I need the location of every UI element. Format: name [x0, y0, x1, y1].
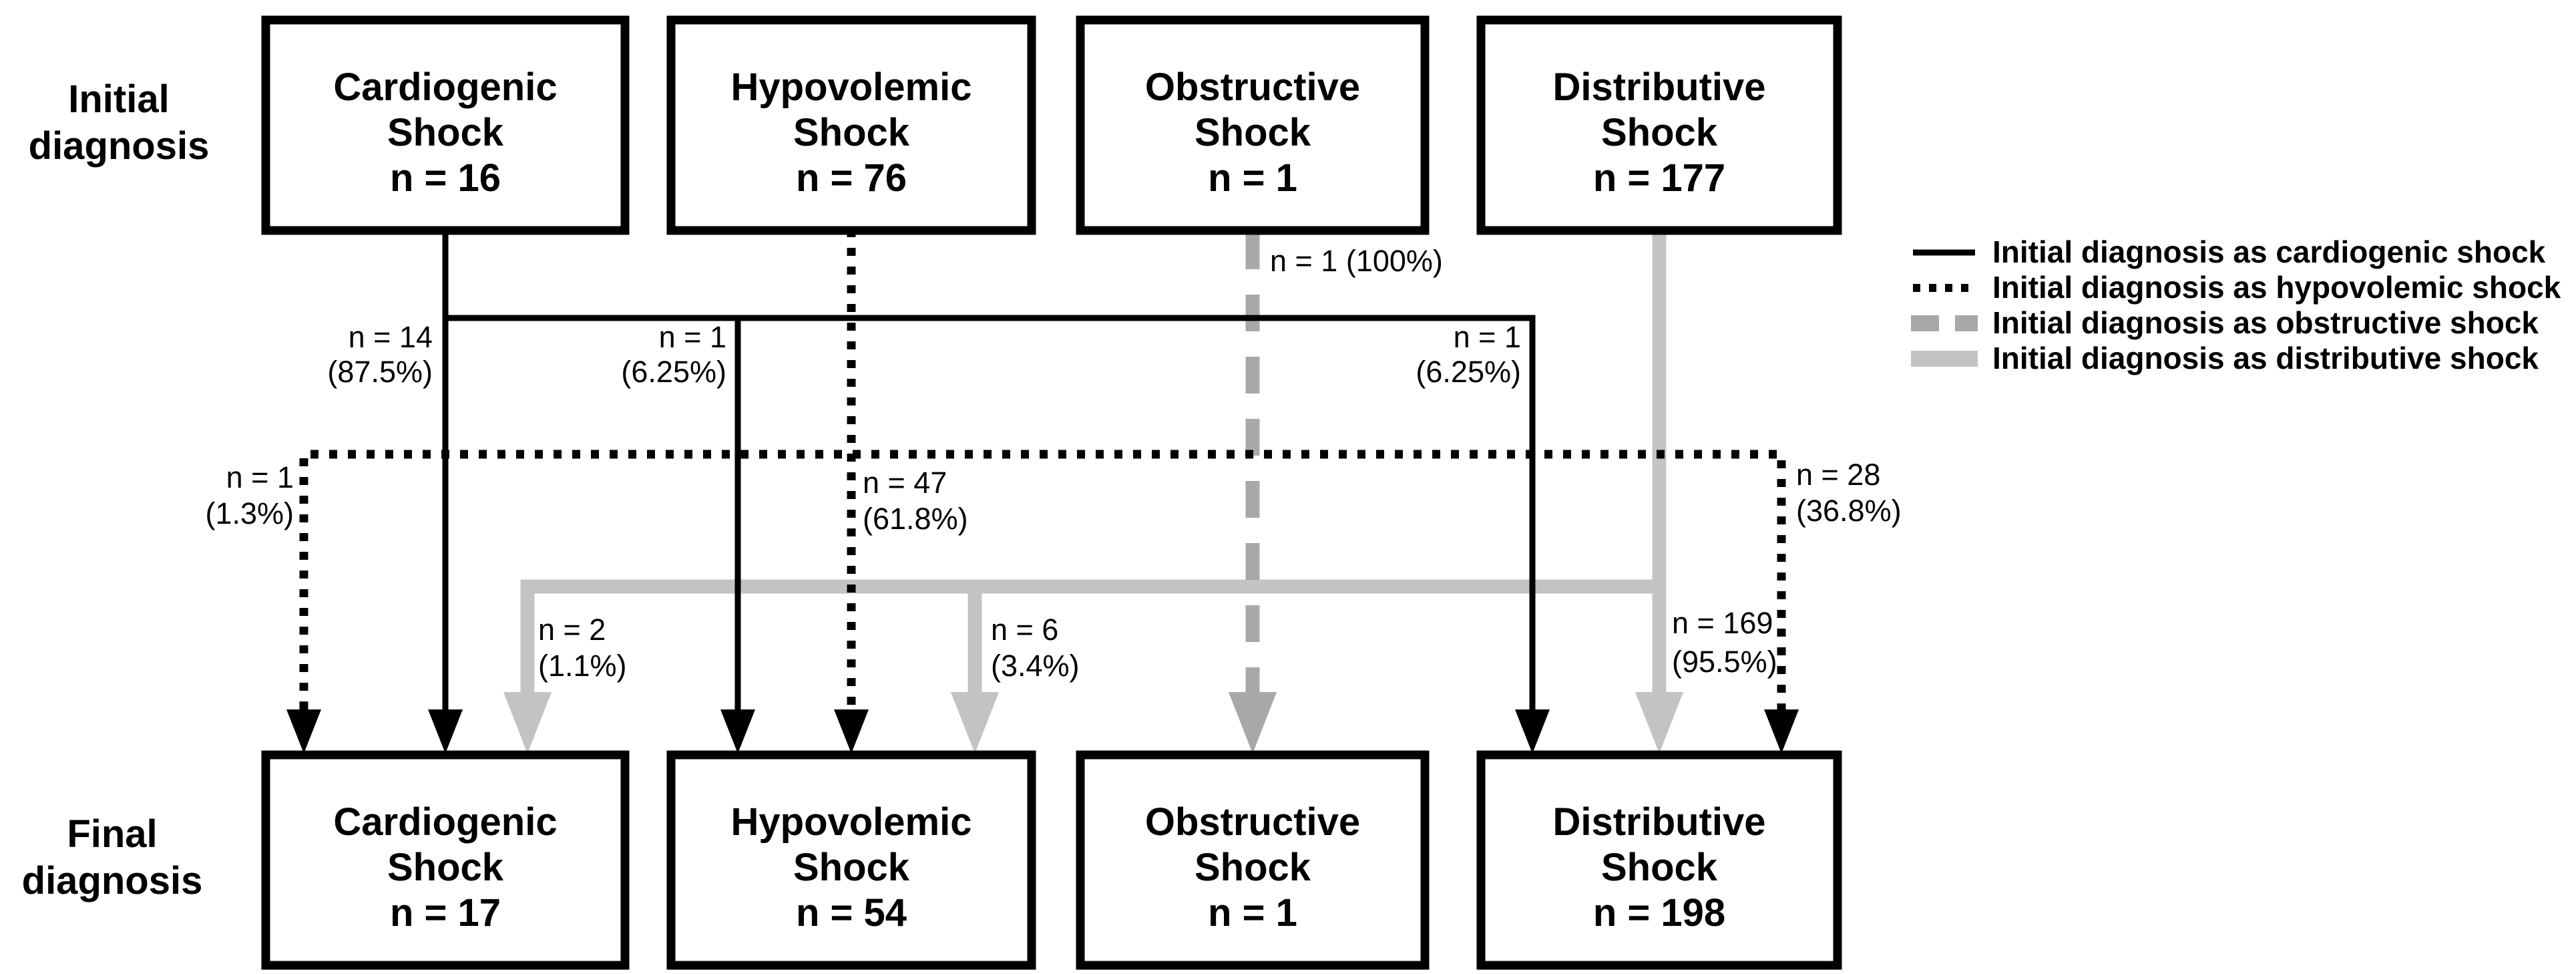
final-box-hypovolemic-count: n = 54 [796, 891, 907, 935]
initial-box-cardiogenic-count: n = 16 [390, 156, 501, 200]
initial-box-distributive [1476, 15, 1842, 235]
initial-box-distributive-name-line2: Shock [1601, 111, 1718, 154]
flow-label-hypovolemic-to-hypovolemic-n: n = 47 [863, 466, 947, 500]
flow-line-distributive-to-cardiogenic [520, 579, 1659, 695]
initial-box-hypovolemic [666, 15, 1036, 235]
initial-box-obstructive-name-line2: Shock [1195, 111, 1311, 154]
flow-label-hypovolemic-to-cardiogenic-n: n = 1 [226, 460, 294, 494]
final-box-cardiogenic-count: n = 17 [390, 891, 501, 935]
initial-box-cardiogenic [261, 15, 630, 235]
final-box-distributive [1476, 750, 1842, 970]
flow-label-distributive-to-distributive-pct: (95.5%) [1672, 645, 1777, 679]
initial-diagnosis-label-line2: diagnosis [29, 124, 210, 168]
arrowhead-cardiogenic-to-cardiogenic [428, 709, 463, 754]
final-box-hypovolemic [666, 750, 1036, 970]
flow-label-cardiogenic-to-cardiogenic-n: n = 14 [349, 320, 433, 354]
arrowhead-obstructive-to-obstructive [1229, 692, 1277, 754]
arrowhead-distributive-to-distributive [1635, 692, 1683, 754]
legend-label-cardiogenic: Initial diagnosis as cardiogenic shock [1992, 234, 2546, 269]
final-diagnosis-label-line1: Final [67, 812, 157, 856]
initial-box-cardiogenic-name-line2: Shock [387, 111, 504, 154]
flow-label-cardiogenic-to-distributive-pct: (6.25%) [1416, 355, 1521, 389]
initial-box-distributive-name-line1: Distributive [1552, 65, 1765, 109]
initial-box-hypovolemic-name-line1: Hypovolemic [731, 65, 972, 109]
flow-label-distributive-to-distributive-n: n = 169 [1672, 606, 1773, 640]
final-box-distributive-name-line2: Shock [1601, 846, 1718, 889]
flow-label-cardiogenic-to-hypovolemic-pct: (6.25%) [621, 355, 726, 389]
flow-label-distributive-to-hypovolemic-n: n = 6 [991, 613, 1058, 647]
arrowhead-distributive-to-cardiogenic [503, 692, 552, 754]
flow-label-cardiogenic-to-hypovolemic-n: n = 1 [659, 320, 726, 354]
final-box-distributive-name-line1: Distributive [1552, 800, 1765, 844]
flow-label-distributive-to-cardiogenic-n: n = 2 [538, 613, 606, 647]
legend-label-hypovolemic: Initial diagnosis as hypovolemic shock [1992, 270, 2561, 305]
arrowhead-cardiogenic-to-distributive [1515, 709, 1550, 754]
initial-box-obstructive [1076, 15, 1430, 235]
initial-box-distributive-count: n = 177 [1593, 156, 1725, 200]
arrowhead-cardiogenic-to-hypovolemic [720, 709, 755, 754]
final-box-hypovolemic-name-line2: Shock [793, 846, 910, 889]
arrowhead-hypovolemic-to-hypovolemic [834, 709, 869, 754]
initial-box-hypovolemic-name-line2: Shock [793, 111, 910, 154]
arrowhead-hypovolemic-to-distributive [1764, 709, 1799, 754]
initial-box-cardiogenic-name-line1: Cardiogenic [333, 65, 557, 109]
flow-label-cardiogenic-to-cardiogenic-pct: (87.5%) [327, 355, 433, 389]
flow-label-hypovolemic-to-hypovolemic-pct: (61.8%) [863, 502, 968, 536]
initial-diagnosis-label-line1: Initial [68, 77, 169, 121]
flow-label-distributive-to-cardiogenic-pct: (1.1%) [538, 649, 627, 683]
initial-box-hypovolemic-count: n = 76 [796, 156, 907, 200]
final-box-obstructive-name-line2: Shock [1195, 846, 1311, 889]
initial-box-obstructive-count: n = 1 [1208, 156, 1297, 200]
final-box-obstructive-name-line1: Obstructive [1145, 800, 1360, 844]
final-box-distributive-count: n = 198 [1593, 891, 1725, 935]
final-box-hypovolemic-name-line1: Hypovolemic [731, 800, 972, 844]
final-box-cardiogenic [261, 750, 630, 970]
final-diagnosis-label-line2: diagnosis [22, 859, 203, 903]
flow-label-hypovolemic-to-distributive-pct: (36.8%) [1796, 494, 1902, 528]
legend: Initial diagnosis as cardiogenic shock I… [1911, 234, 2561, 375]
flow-line-hypovolemic-branches [299, 450, 1786, 709]
flow-label-hypovolemic-to-distributive-n: n = 28 [1796, 458, 1880, 492]
flow-label-distributive-to-hypovolemic-pct: (3.4%) [991, 649, 1080, 683]
arrowhead-hypovolemic-to-cardiogenic [286, 709, 321, 754]
final-box-obstructive-count: n = 1 [1208, 891, 1297, 935]
flow-label-obstructive-to-obstructive-n: n = 1 (100%) [1270, 244, 1443, 278]
initial-box-obstructive-name-line1: Obstructive [1145, 65, 1360, 109]
legend-label-distributive: Initial diagnosis as distributive shock [1992, 341, 2539, 375]
final-box-cardiogenic-name-line1: Cardiogenic [333, 800, 557, 844]
legend-label-obstructive: Initial diagnosis as obstructive shock [1992, 305, 2539, 340]
arrowhead-distributive-to-hypovolemic [951, 692, 999, 754]
final-box-cardiogenic-name-line2: Shock [387, 846, 504, 889]
final-box-obstructive [1076, 750, 1430, 970]
flow-label-hypovolemic-to-cardiogenic-pct: (1.3%) [205, 496, 294, 530]
flow-line-cardiogenic-to-distributive [445, 315, 1536, 712]
flow-label-cardiogenic-to-distributive-n: n = 1 [1454, 320, 1521, 354]
